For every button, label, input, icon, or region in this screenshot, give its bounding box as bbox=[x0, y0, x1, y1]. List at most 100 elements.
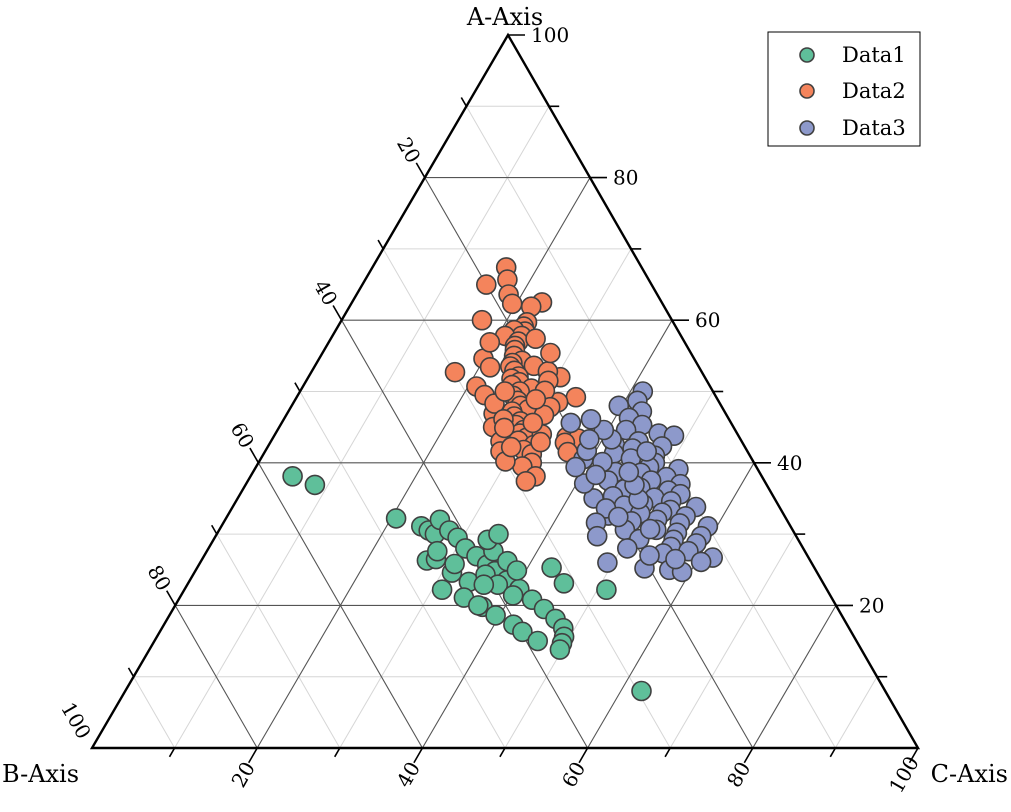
b-axis-title: B-Axis bbox=[2, 760, 79, 788]
minor-gridline-b-70 bbox=[216, 533, 341, 749]
legend-box bbox=[767, 31, 921, 147]
point-data1-21 bbox=[549, 639, 571, 660]
tick-c-80 bbox=[743, 747, 754, 764]
major-gridline-b-60 bbox=[257, 462, 423, 749]
point-data1-26 bbox=[431, 579, 453, 601]
c-axis-title: C-Axis bbox=[931, 760, 1008, 788]
point-data3-62 bbox=[639, 545, 660, 566]
point-data3-77 bbox=[586, 525, 608, 547]
point-data2-75 bbox=[479, 356, 501, 378]
point-data3-71 bbox=[580, 408, 602, 430]
point-data1-47 bbox=[473, 574, 495, 596]
a-tick-label-20: 20 bbox=[859, 593, 884, 617]
minor-gridline-b-90 bbox=[133, 676, 176, 749]
c-tick-label-20: 20 bbox=[226, 757, 260, 791]
c-tick-label-80: 80 bbox=[722, 757, 756, 791]
minor-gridline-c-70 bbox=[669, 533, 796, 749]
c-tick-label-40: 40 bbox=[392, 757, 426, 791]
major-gridline-c-40 bbox=[421, 319, 673, 749]
point-data2-74 bbox=[525, 388, 547, 410]
minor-gridline-c-30 bbox=[339, 248, 632, 749]
b-tick-label-80: 80 bbox=[143, 561, 177, 595]
point-data3-78 bbox=[607, 506, 629, 528]
point-data1-28 bbox=[485, 605, 506, 626]
b-tick-label-20: 20 bbox=[392, 133, 426, 167]
legend-marker-data2 bbox=[799, 83, 815, 99]
point-data1-43 bbox=[541, 557, 562, 578]
legend-label-data2: Data2 bbox=[842, 79, 906, 103]
tick-c-20 bbox=[248, 747, 258, 764]
legend-marker-data1 bbox=[799, 47, 815, 63]
legend-label-data3: Data3 bbox=[842, 116, 906, 140]
point-data2-68 bbox=[540, 342, 561, 364]
point-data2-4 bbox=[501, 293, 523, 315]
point-data2-76 bbox=[494, 381, 516, 402]
minor-gridline-c-90 bbox=[834, 676, 878, 749]
tick-c-100 bbox=[908, 747, 919, 764]
major-gridline-c-60 bbox=[587, 462, 755, 749]
a-tick-label-80: 80 bbox=[613, 166, 638, 190]
minor-gridline-b-30 bbox=[382, 248, 671, 749]
tick-c-60 bbox=[578, 747, 589, 764]
minor-gridline-c-10 bbox=[174, 106, 550, 749]
tick-b-50 bbox=[294, 382, 301, 392]
point-data1-30 bbox=[512, 621, 533, 643]
point-data3-82 bbox=[636, 441, 658, 462]
point-data1-40 bbox=[506, 560, 528, 581]
point-data1-44 bbox=[553, 572, 575, 594]
point-data3-81 bbox=[618, 461, 640, 483]
point-data3-57 bbox=[597, 552, 618, 573]
point-data1-31 bbox=[527, 630, 549, 652]
minor-gridline-b-50 bbox=[299, 391, 506, 749]
tick-b-80 bbox=[166, 590, 176, 606]
point-data2-48 bbox=[565, 386, 587, 408]
point-data2-69 bbox=[525, 328, 546, 350]
tick-b-70 bbox=[211, 524, 218, 535]
point-data1-1 bbox=[304, 474, 326, 496]
tick-c-50 bbox=[499, 747, 506, 758]
b-tick-label-100: 100 bbox=[56, 698, 96, 743]
tick-b-30 bbox=[377, 239, 384, 250]
tick-b-40 bbox=[332, 305, 343, 321]
point-data1-37 bbox=[502, 585, 524, 606]
a-tick-label-60: 60 bbox=[695, 308, 720, 332]
c-tick-label-60: 60 bbox=[557, 757, 591, 791]
legend-marker-data3 bbox=[799, 120, 815, 136]
major-gridline-b-80 bbox=[174, 605, 258, 749]
point-data2-51 bbox=[479, 331, 501, 353]
point-data1-42 bbox=[488, 523, 509, 545]
tick-c-40 bbox=[413, 747, 424, 764]
point-data2-73 bbox=[530, 431, 551, 453]
point-data1-48 bbox=[444, 553, 465, 575]
point-data2-64 bbox=[500, 436, 522, 458]
point-data3-73 bbox=[578, 428, 600, 450]
b-tick-label-40: 40 bbox=[309, 276, 343, 310]
point-data1-27 bbox=[467, 595, 489, 616]
point-data2-63 bbox=[493, 417, 515, 439]
tick-b-90 bbox=[127, 667, 135, 678]
legend-label-data1: Data1 bbox=[842, 43, 906, 67]
point-data2-52 bbox=[471, 309, 493, 331]
point-data3-45 bbox=[690, 551, 712, 573]
point-data1-34 bbox=[426, 540, 448, 562]
point-data2-58 bbox=[444, 361, 466, 383]
point-data3-63 bbox=[639, 518, 661, 540]
a-tick-label-100: 100 bbox=[531, 23, 569, 47]
tick-c-90 bbox=[829, 747, 837, 758]
tick-c-10 bbox=[168, 747, 176, 758]
b-tick-label-60: 60 bbox=[226, 418, 260, 452]
point-data2-46 bbox=[515, 470, 537, 492]
point-data2-1 bbox=[475, 274, 497, 295]
legend: Data1 Data2 Data3 bbox=[767, 31, 921, 147]
point-data3-83 bbox=[585, 464, 607, 486]
point-data2-77 bbox=[522, 412, 544, 434]
point-data1-46 bbox=[596, 579, 617, 601]
c-tick-label-100: 100 bbox=[884, 752, 924, 797]
point-data3-67 bbox=[565, 456, 586, 478]
a-axis-title: A-Axis bbox=[466, 3, 543, 31]
point-data1-45 bbox=[631, 680, 652, 702]
tick-b-20 bbox=[415, 162, 426, 179]
point-data1-2 bbox=[385, 508, 407, 529]
tick-marks bbox=[127, 34, 919, 764]
point-data3-61 bbox=[665, 548, 686, 570]
